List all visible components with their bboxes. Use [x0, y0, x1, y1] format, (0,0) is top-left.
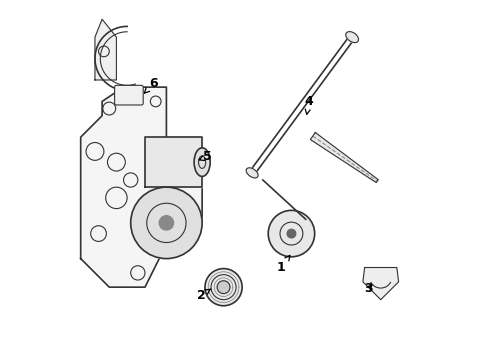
Circle shape — [268, 210, 315, 257]
Text: 6: 6 — [144, 77, 158, 93]
Polygon shape — [95, 19, 117, 80]
Text: 5: 5 — [199, 150, 212, 163]
Circle shape — [131, 187, 202, 258]
Polygon shape — [145, 137, 202, 187]
Polygon shape — [310, 132, 378, 183]
Text: 2: 2 — [197, 288, 211, 302]
Text: 1: 1 — [276, 255, 290, 274]
Circle shape — [217, 281, 230, 294]
Text: 3: 3 — [364, 283, 372, 296]
Text: 4: 4 — [305, 95, 314, 114]
Ellipse shape — [346, 32, 359, 42]
FancyBboxPatch shape — [115, 85, 143, 105]
Ellipse shape — [194, 148, 210, 176]
Polygon shape — [81, 87, 202, 287]
Ellipse shape — [246, 168, 258, 178]
Circle shape — [159, 216, 173, 230]
Circle shape — [287, 229, 296, 238]
Circle shape — [205, 269, 242, 306]
Polygon shape — [363, 267, 398, 300]
